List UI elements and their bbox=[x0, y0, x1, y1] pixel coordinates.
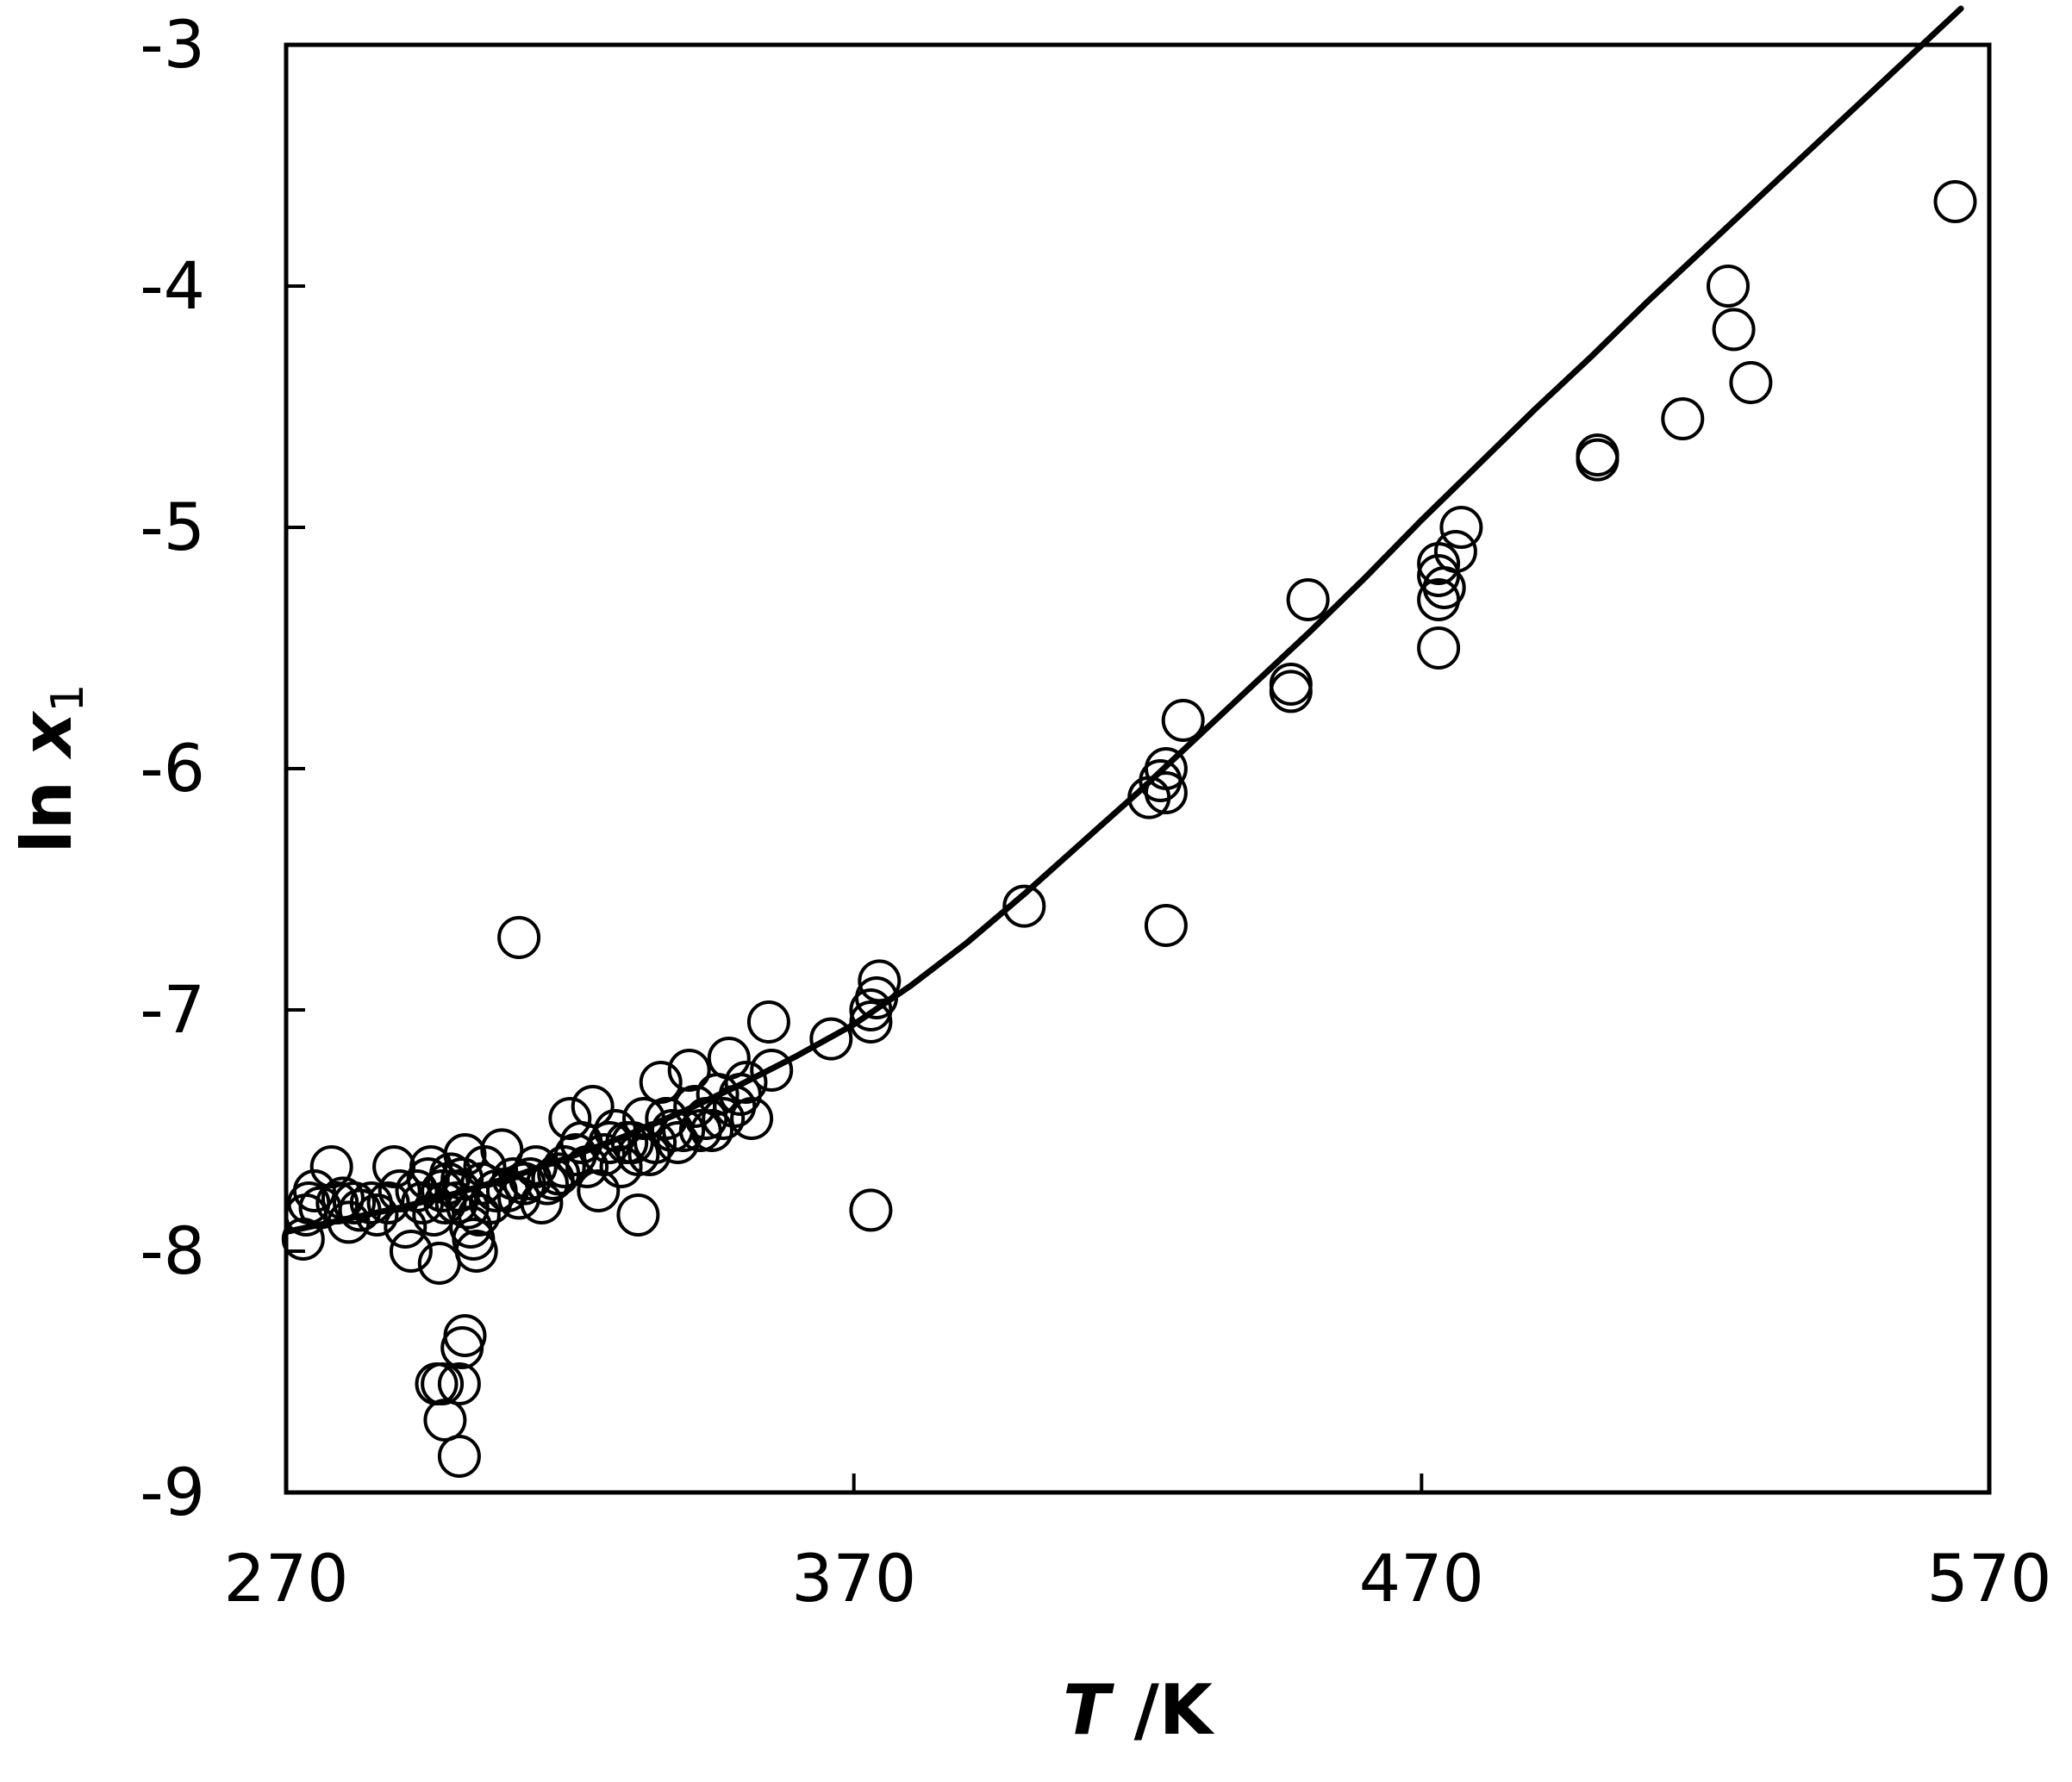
data-point bbox=[437, 1435, 481, 1478]
x-axis-unit: /K bbox=[1110, 1670, 1215, 1750]
data-point bbox=[724, 1061, 768, 1104]
x-tick-label: 470 bbox=[1359, 1540, 1484, 1617]
data-point bbox=[1422, 566, 1466, 609]
data-point bbox=[1002, 884, 1046, 928]
x-tick-label: 270 bbox=[223, 1540, 348, 1617]
y-axis-tick-labels: -9 -8 -7 -6 -5 -4 -3 bbox=[140, 6, 205, 1530]
data-point bbox=[849, 1188, 893, 1232]
data-point bbox=[542, 1145, 586, 1188]
y-tick-label: -6 bbox=[140, 730, 205, 807]
y-tick-label: -7 bbox=[140, 971, 205, 1048]
x-axis-title: T /K bbox=[1063, 1670, 1215, 1750]
y-tick-label: -4 bbox=[140, 247, 205, 324]
data-point bbox=[1144, 904, 1188, 947]
data-point bbox=[443, 1314, 487, 1357]
y-tick-label: -3 bbox=[140, 6, 205, 83]
data-point bbox=[389, 1230, 433, 1273]
data-point bbox=[497, 916, 541, 959]
data-point bbox=[423, 1399, 467, 1442]
data-point bbox=[378, 1169, 421, 1212]
data-point bbox=[292, 1169, 336, 1212]
data-point bbox=[1729, 361, 1773, 404]
plot-frame bbox=[284, 42, 1992, 1495]
data-markers bbox=[281, 180, 1977, 1478]
data-point bbox=[437, 1362, 481, 1405]
data-point bbox=[690, 1109, 733, 1152]
data-point bbox=[1576, 438, 1620, 482]
data-point bbox=[702, 1097, 746, 1140]
data-point bbox=[616, 1193, 660, 1237]
y-axis-subscript: 1 bbox=[42, 684, 94, 713]
data-point bbox=[338, 1188, 382, 1232]
data-point bbox=[548, 1097, 592, 1140]
data-point bbox=[1286, 578, 1330, 621]
data-point bbox=[750, 1049, 794, 1092]
data-point bbox=[526, 1162, 569, 1206]
data-point bbox=[421, 1362, 465, 1405]
x-tick-label: 370 bbox=[791, 1540, 916, 1617]
data-point bbox=[480, 1128, 524, 1172]
data-point bbox=[1439, 506, 1483, 549]
data-point bbox=[667, 1049, 711, 1092]
data-point bbox=[1707, 265, 1750, 308]
data-point bbox=[571, 1085, 615, 1128]
data-point bbox=[333, 1181, 376, 1224]
data-point bbox=[849, 1000, 893, 1044]
data-point bbox=[309, 1145, 353, 1188]
fit-curve bbox=[283, 5, 1964, 1236]
data-point bbox=[454, 1230, 498, 1273]
data-point bbox=[577, 1169, 621, 1212]
data-point bbox=[858, 959, 902, 1003]
x-tick-label: 570 bbox=[1926, 1540, 2051, 1617]
data-point bbox=[366, 1181, 410, 1224]
y-tick-label: -9 bbox=[140, 1454, 205, 1530]
data-point bbox=[1933, 180, 1977, 223]
data-point bbox=[1144, 771, 1188, 814]
y-axis-variable: x bbox=[7, 710, 87, 760]
data-point bbox=[730, 1097, 774, 1140]
x-axis-tick-labels: 270 370 470 570 bbox=[223, 1540, 2051, 1617]
x-axis-variable: T bbox=[1063, 1670, 1114, 1750]
data-point bbox=[1433, 530, 1477, 573]
x-axis-ticks bbox=[852, 1474, 1424, 1492]
y-axis-prefix: ln bbox=[7, 757, 87, 853]
data-point bbox=[855, 976, 898, 1019]
data-point bbox=[1144, 747, 1188, 790]
data-point bbox=[746, 1000, 790, 1044]
y-tick-label: -5 bbox=[140, 489, 205, 565]
data-point bbox=[355, 1193, 399, 1237]
data-point bbox=[457, 1193, 501, 1237]
data-point bbox=[1417, 626, 1461, 670]
data-point bbox=[1161, 699, 1205, 742]
data-point bbox=[1661, 397, 1705, 440]
y-tick-label: -8 bbox=[140, 1212, 205, 1289]
data-point bbox=[1269, 663, 1313, 706]
data-point bbox=[463, 1145, 507, 1188]
y-axis-title: ln x1 bbox=[7, 684, 94, 854]
data-point bbox=[662, 1109, 706, 1152]
data-point bbox=[622, 1097, 665, 1140]
data-point bbox=[809, 1017, 853, 1061]
data-point bbox=[1712, 308, 1756, 352]
data-point bbox=[639, 1061, 683, 1104]
y-axis-ticks bbox=[286, 284, 305, 1253]
